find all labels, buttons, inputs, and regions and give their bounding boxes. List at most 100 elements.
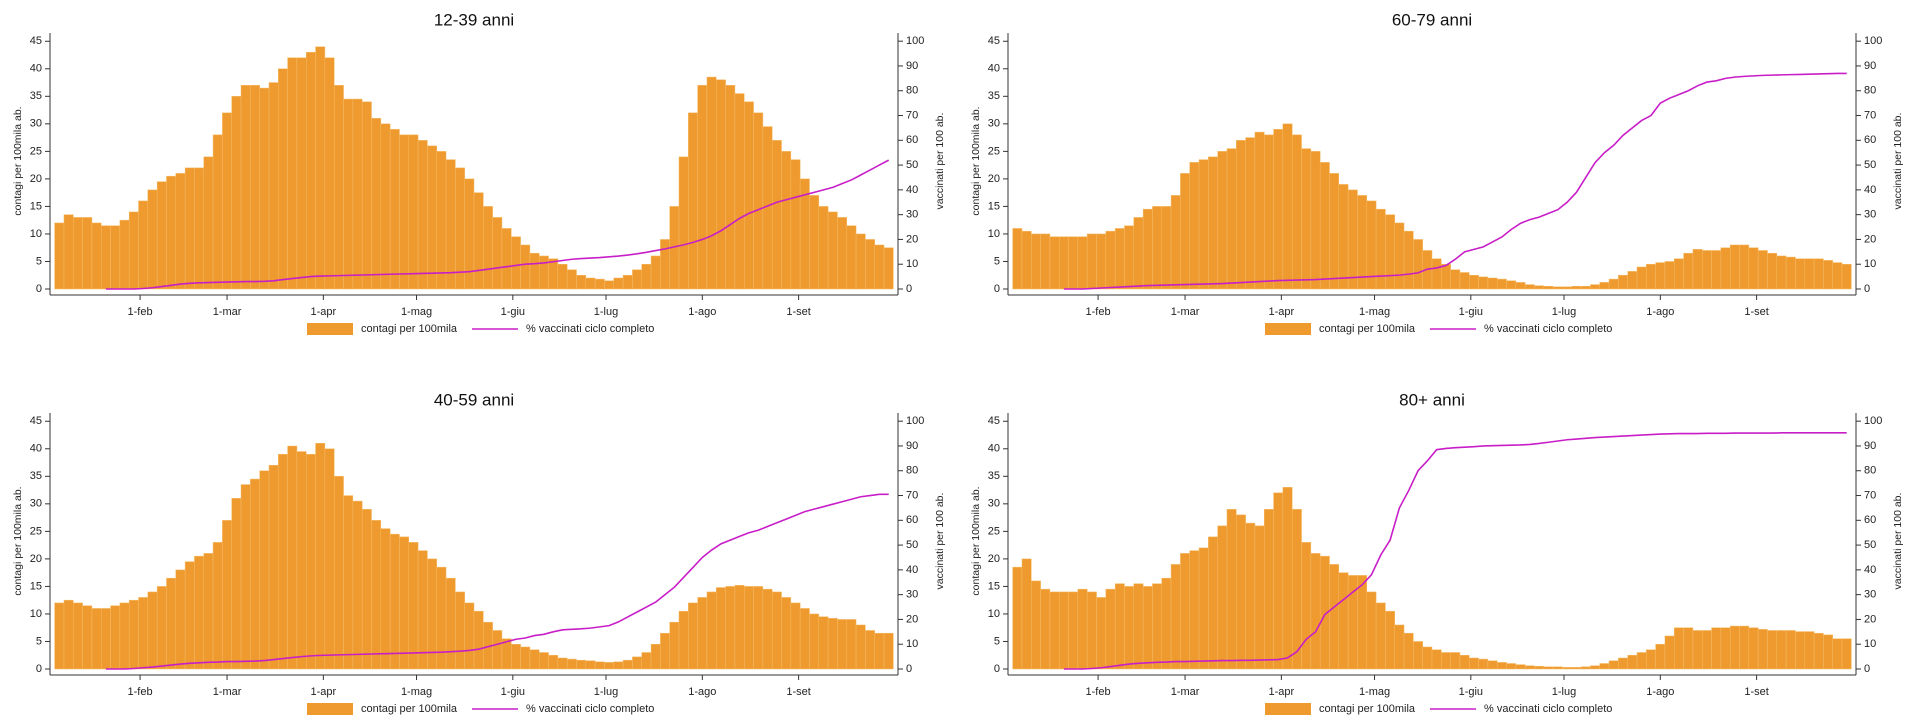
- y2-tick-label: 20: [906, 613, 918, 625]
- bar: [436, 566, 447, 670]
- bar: [1319, 162, 1330, 290]
- bar: [1469, 274, 1479, 290]
- bar: [1701, 630, 1712, 670]
- bar: [1562, 667, 1573, 670]
- bar: [883, 247, 894, 290]
- y-tick-label: 5: [36, 255, 42, 267]
- bar: [1478, 276, 1489, 290]
- bar: [1180, 173, 1190, 290]
- bar: [1170, 564, 1181, 670]
- y2-tick-label: 50: [906, 539, 918, 551]
- bar: [753, 586, 764, 670]
- bar: [296, 57, 307, 290]
- bar: [1608, 660, 1619, 670]
- bar: [138, 200, 149, 290]
- x-tick-label: 1-giu: [1459, 306, 1483, 318]
- y2-tick-label: 60: [1864, 134, 1876, 146]
- y-tick-label: 10: [988, 608, 1000, 620]
- bar: [1823, 260, 1833, 290]
- x-tick-label: 1-apr: [1269, 686, 1295, 698]
- bar: [520, 244, 531, 290]
- x-tick-label: 1-lug: [1552, 686, 1576, 698]
- bar: [799, 608, 810, 670]
- bar: [156, 586, 167, 670]
- bar: [203, 553, 214, 670]
- bar: [380, 123, 391, 290]
- bar: [1105, 588, 1116, 670]
- bar: [1813, 258, 1824, 290]
- bar: [1496, 278, 1507, 290]
- y2-tick-label: 0: [906, 663, 912, 675]
- bar: [1841, 638, 1852, 670]
- bar: [1394, 222, 1405, 290]
- bar: [1114, 228, 1125, 290]
- y2-tick-label: 100: [1864, 415, 1882, 427]
- bar: [73, 602, 83, 670]
- bar: [63, 214, 74, 290]
- bar: [315, 443, 326, 670]
- bar: [1347, 189, 1358, 290]
- bar: [837, 619, 847, 670]
- bar: [1431, 258, 1442, 290]
- bar: [250, 85, 260, 290]
- bar: [1729, 244, 1740, 290]
- bar: [1804, 258, 1815, 290]
- x-tick-label: 1-ago: [1646, 306, 1674, 318]
- bar: [1329, 564, 1340, 670]
- y-tick-label: 30: [988, 498, 1000, 510]
- line: [105, 493, 889, 670]
- bar: [1534, 665, 1545, 670]
- bar: [361, 101, 372, 290]
- y2-tick-label: 90: [906, 60, 918, 72]
- line: [1063, 72, 1847, 290]
- bar: [809, 613, 820, 670]
- y2-tick-label: 0: [906, 283, 912, 295]
- bar: [436, 151, 447, 290]
- legend-label: % vaccinati ciclo completo: [1484, 323, 1612, 335]
- bar: [240, 85, 251, 290]
- bar: [278, 68, 288, 290]
- y-tick-label: 20: [988, 173, 1000, 185]
- bar: [1152, 583, 1163, 670]
- y-tick-label: 40: [988, 63, 1000, 75]
- bar: [576, 659, 587, 670]
- bar: [1692, 249, 1703, 290]
- bar: [548, 654, 559, 670]
- x-tick-label: 1-giu: [501, 686, 525, 698]
- bar: [865, 630, 875, 670]
- y-tick-label: 5: [994, 255, 1000, 267]
- y2-tick-label: 30: [1864, 209, 1876, 221]
- y2-tick-label: 90: [906, 440, 918, 452]
- bar: [1217, 151, 1228, 290]
- bar: [222, 520, 232, 670]
- bar: [762, 588, 773, 670]
- bar: [743, 101, 754, 290]
- bar: [827, 211, 838, 290]
- bar: [1254, 131, 1265, 290]
- bar: [1832, 262, 1843, 290]
- bar: [585, 277, 596, 290]
- bar: [818, 616, 829, 670]
- bar: [389, 129, 400, 290]
- panel: 60-79 anni contagi per 100mila ab. vaccina…: [970, 10, 1904, 335]
- y-tick-label: 10: [988, 228, 1000, 240]
- bar: [1487, 277, 1498, 290]
- bar: [1375, 602, 1386, 670]
- y2-tick-label: 30: [906, 209, 918, 221]
- bar: [119, 602, 130, 670]
- bar: [1403, 230, 1414, 290]
- bar: [1674, 627, 1684, 670]
- y-tick-label: 0: [36, 663, 42, 675]
- bar: [324, 448, 335, 670]
- bar: [1161, 206, 1172, 290]
- y-tick-label: 45: [30, 415, 42, 427]
- y-tick-label: 35: [30, 90, 42, 102]
- line: [105, 159, 890, 290]
- bar: [1133, 583, 1144, 670]
- bar: [1264, 134, 1274, 290]
- legend-swatch: [1265, 323, 1311, 335]
- bar: [194, 167, 205, 290]
- bar: [147, 591, 158, 670]
- bar: [1469, 657, 1479, 670]
- bar: [1086, 591, 1097, 670]
